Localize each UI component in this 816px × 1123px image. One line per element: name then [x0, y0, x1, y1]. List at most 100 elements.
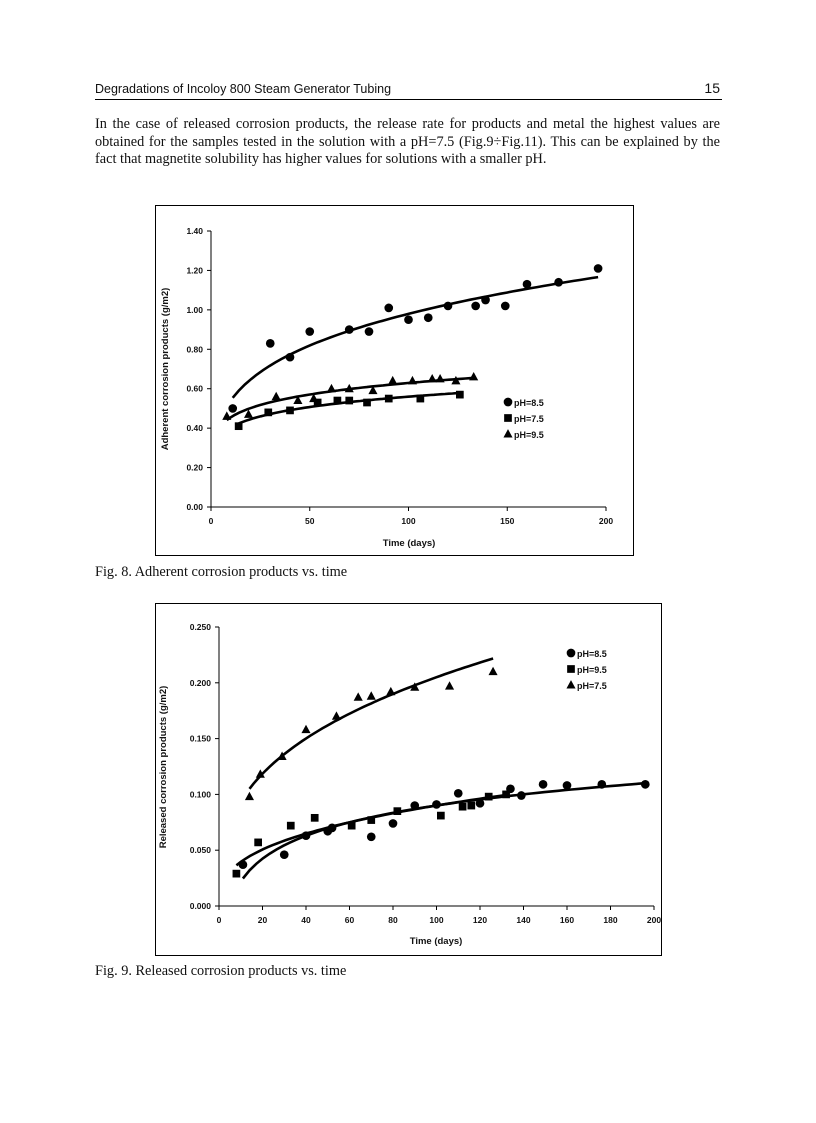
data-point-pH=7.5	[363, 398, 371, 407]
legend-marker-pH=7.5	[504, 414, 512, 422]
y-tick-label: 1.40	[186, 226, 203, 236]
data-point-pH=9.5	[437, 811, 445, 820]
header-title: Degradations of Incoloy 800 Steam Genera…	[95, 82, 392, 96]
data-point-pH=9.5	[502, 790, 510, 799]
y-axis-label: Adherent corrosion products (g/m2)	[160, 288, 171, 451]
y-axis-label: Released corrosion products (g/m2)	[158, 686, 169, 849]
y-tick-label: 0.150	[190, 734, 212, 744]
data-point-pH=7.5	[386, 686, 396, 696]
y-tick-label: 0.050	[190, 845, 212, 855]
data-point-pH=9.5	[367, 816, 376, 824]
x-tick-label: 180	[603, 915, 617, 925]
data-point-pH=9.5	[347, 821, 356, 830]
data-point-pH=7.5	[353, 692, 363, 701]
y-tick-label: 0.80	[186, 344, 203, 354]
data-point-pH=8.5	[597, 780, 607, 789]
data-point-pH=9.5	[469, 371, 479, 381]
x-tick-label: 20	[258, 915, 268, 925]
data-point-pH=7.5	[255, 769, 265, 778]
trendline-pH=8.5	[241, 781, 646, 880]
y-tick-label: 0.100	[190, 789, 212, 799]
figure-9-plot: Time (days) Released corrosion products …	[158, 622, 661, 947]
data-point-pH=7.5	[410, 682, 420, 691]
data-point-pH=9.5	[458, 802, 467, 811]
data-point-pH=9.5	[388, 375, 398, 385]
data-point-pH=7.5	[345, 396, 354, 405]
data-point-pH=8.5	[384, 303, 394, 313]
data-point-pH=8.5	[285, 352, 295, 362]
x-tick-label: 50	[305, 516, 315, 526]
y-tick-label: 0.250	[190, 622, 212, 632]
y-tick-label: 0.000	[190, 901, 212, 911]
data-point-pH=8.5	[538, 780, 548, 789]
data-point-pH=9.5	[243, 409, 254, 418]
data-point-pH=9.5	[309, 393, 319, 403]
x-tick-label: 160	[560, 915, 574, 925]
y-tick-label: 0.60	[186, 384, 203, 394]
data-point-pH=9.5	[344, 383, 354, 393]
data-point-pH=9.5	[271, 391, 281, 401]
data-point-pH=8.5	[366, 832, 376, 842]
data-point-pH=9.5	[407, 375, 417, 385]
figure-9-chart: Time (days) Released corrosion products …	[155, 603, 662, 956]
data-point-pH=7.5	[416, 394, 425, 403]
x-tick-label: 40	[301, 915, 311, 925]
data-point-pH=8.5	[475, 798, 485, 808]
legend-marker-pH=8.5	[503, 397, 513, 407]
legend-marker-pH=9.5	[567, 665, 575, 673]
legend-label-pH=8.5: pH=8.5	[514, 398, 544, 408]
data-point-pH=7.5	[313, 398, 322, 407]
data-point-pH=8.5	[554, 277, 563, 287]
legend-label-pH=7.5: pH=7.5	[514, 414, 544, 424]
data-point-pH=9.5	[451, 375, 461, 385]
x-tick-label: 200	[599, 516, 613, 526]
y-tick-label: 1.00	[186, 305, 203, 315]
data-point-pH=8.5	[562, 781, 572, 790]
x-tick-label: 0	[217, 915, 222, 925]
x-tick-label: 140	[516, 915, 530, 925]
data-point-pH=8.5	[228, 404, 238, 413]
x-tick-label: 200	[647, 915, 661, 925]
legend-label-pH=7.5: pH=7.5	[577, 681, 607, 691]
legend-marker-pH=9.5	[503, 429, 513, 438]
legend-label-pH=9.5: pH=9.5	[514, 430, 544, 440]
body-paragraph: In the case of released corrosion produc…	[95, 116, 720, 167]
data-point-pH=9.5	[254, 838, 262, 847]
data-point-pH=7.5	[456, 390, 464, 399]
data-point-pH=7.5	[333, 396, 342, 405]
x-tick-label: 150	[500, 516, 514, 526]
data-point-pH=8.5	[279, 850, 289, 860]
data-point-pH=7.5	[301, 724, 311, 734]
legend-label-pH=8.5: pH=8.5	[577, 649, 607, 659]
data-point-pH=9.5	[286, 821, 295, 830]
data-point-pH=8.5	[500, 301, 510, 311]
data-point-pH=9.5	[393, 807, 402, 815]
y-tick-label: 0.00	[186, 502, 203, 512]
figure-8-plot: Time (days) Adherent corrosion products …	[160, 226, 613, 549]
data-point-pH=9.5	[310, 813, 319, 822]
legend-marker-pH=8.5	[566, 648, 576, 658]
data-point-pH=8.5	[364, 327, 374, 336]
y-tick-label: 0.40	[186, 423, 203, 433]
data-point-pH=9.5	[484, 792, 493, 801]
x-tick-label: 100	[401, 516, 415, 526]
data-point-pH=7.5	[277, 751, 287, 760]
data-point-pH=8.5	[481, 295, 490, 305]
running-header: Degradations of Incoloy 800 Steam Genera…	[95, 80, 722, 100]
data-point-pH=8.5	[404, 315, 413, 325]
data-point-pH=8.5	[344, 325, 354, 334]
data-point-pH=7.5	[331, 711, 341, 720]
x-tick-label: 80	[388, 915, 398, 925]
data-point-pH=8.5	[593, 264, 603, 273]
data-point-pH=8.5	[640, 780, 650, 789]
trendline-pH=8.5	[231, 275, 599, 399]
data-point-pH=8.5	[443, 301, 453, 311]
legend-label-pH=9.5: pH=9.5	[577, 665, 607, 675]
data-point-pH=7.5	[264, 408, 273, 417]
x-tick-label: 120	[473, 915, 487, 925]
x-axis-label: Time (days)	[383, 538, 436, 549]
data-point-pH=9.5	[232, 869, 241, 878]
y-tick-label: 1.20	[186, 265, 203, 275]
data-point-pH=7.5	[384, 394, 393, 403]
data-point-pH=8.5	[516, 791, 526, 800]
